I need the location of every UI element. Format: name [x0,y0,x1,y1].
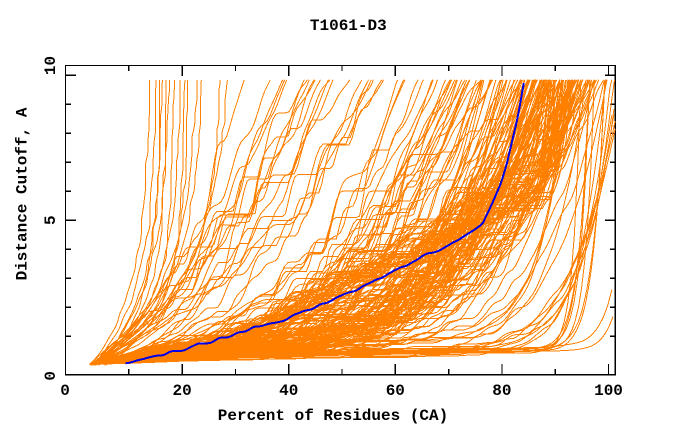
svg-text:Distance Cutoff, A: Distance Cutoff, A [13,107,31,280]
svg-text:100: 100 [594,382,623,400]
svg-text:20: 20 [172,382,191,400]
svg-text:40: 40 [279,382,298,400]
svg-text:T1061-D3: T1061-D3 [310,17,387,35]
svg-text:5: 5 [42,215,60,225]
svg-text:Percent of Residues (CA): Percent of Residues (CA) [218,407,448,425]
svg-text:0: 0 [60,382,70,400]
svg-text:60: 60 [386,382,405,400]
svg-text:80: 80 [492,382,511,400]
svg-text:0: 0 [42,371,60,381]
svg-text:10: 10 [42,56,60,75]
